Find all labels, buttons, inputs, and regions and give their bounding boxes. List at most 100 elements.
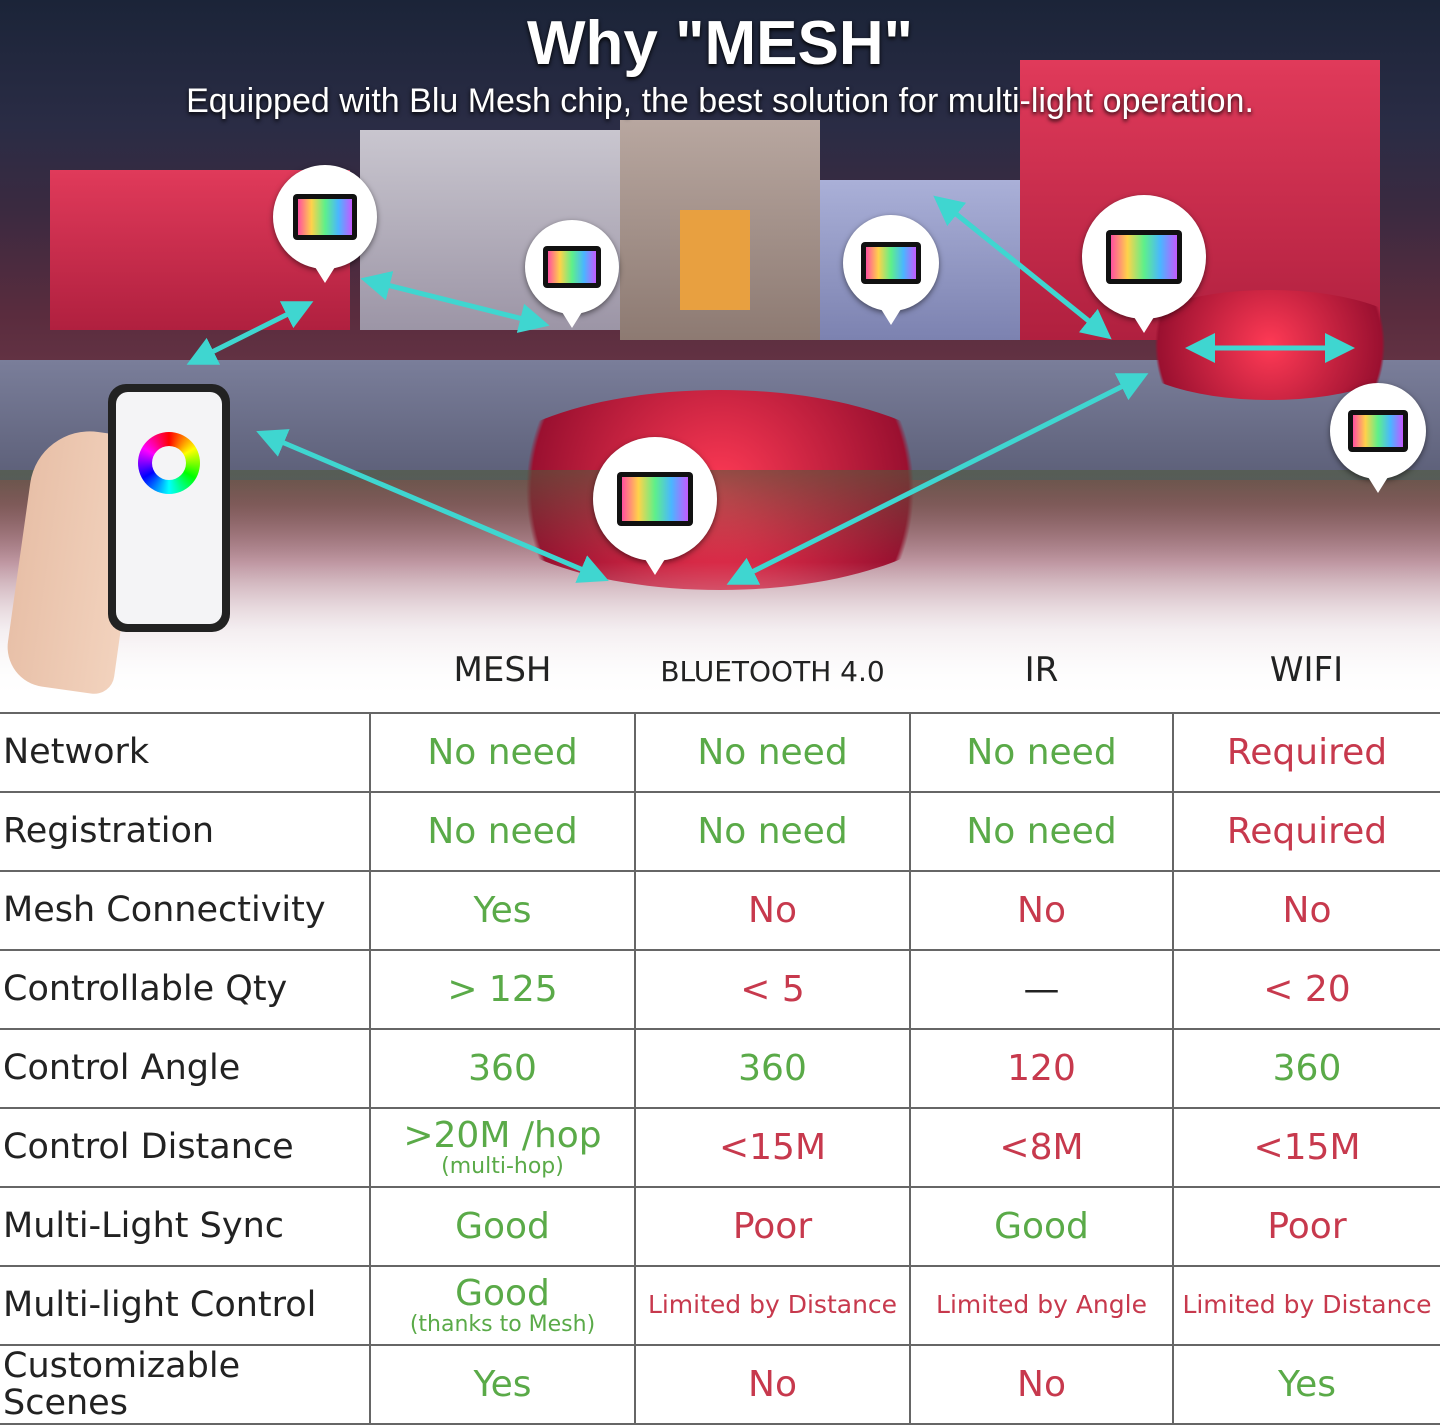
row-label: Registration [0,791,371,872]
cell-note: (thanks to Mesh) [409,1311,596,1337]
table-cell: Poor [1172,1186,1440,1267]
column-header-bluetooth: BLUETOOTH 4.0 [660,655,885,688]
flood-light-bubble [1082,195,1206,333]
cell-value: No [1282,889,1332,931]
table-row: Mesh Connectivity Yes No No No [0,870,1440,951]
cell-value: No [1017,889,1066,931]
table-cell: No [634,1344,911,1425]
table-cell: No [909,870,1174,951]
table-cell: No need [369,712,636,793]
table-cell: No [909,1344,1174,1425]
table-cell: > 125 [369,949,636,1030]
cell-note: (multi-hop) [441,1153,564,1179]
row-label: Controllable Qty [0,949,371,1030]
front-door [680,210,750,310]
table-cell: Limited by Distance [1172,1265,1440,1346]
cell-value: Poor [732,1205,813,1247]
flood-light-bubble [525,220,619,328]
row-label: Multi-Light Sync [0,1186,371,1267]
table-row: Control Distance >20M /hop (multi-hop) <15M… [0,1107,1440,1188]
cell-value: 120 [1007,1047,1076,1089]
row-label: Customizable Scenes [0,1344,371,1425]
cell-value: No need [427,810,578,852]
page-title: Why "MESH" [526,9,914,78]
table-row: Control Angle 360 360 120 360 [0,1028,1440,1109]
table-cell: Limited by Angle [909,1265,1174,1346]
row-label: Multi-light Control [0,1265,371,1346]
cell-value: 360 [1272,1047,1342,1089]
flood-light-bubble [593,437,717,575]
table-cell: < 5 [634,949,911,1030]
table-cell: No need [369,791,636,872]
mesh-arrows [186,195,1355,585]
table-cell: Poor [634,1186,911,1267]
cell-value: 360 [468,1047,537,1089]
table-cell: No need [909,791,1174,872]
page-subtitle: Equipped with Blu Mesh chip, the best so… [186,82,1254,120]
table-cell: Good [909,1186,1174,1267]
table-cell: 360 [634,1028,911,1109]
table-cell: Yes [369,1344,636,1425]
row-label: Control Distance [0,1107,371,1188]
table-row: Controllable Qty > 125 < 5 — < 20 [0,949,1440,1030]
table-cell: No [634,870,911,951]
table-cell: <15M [1172,1107,1440,1188]
table-cell: No need [634,712,911,793]
cell-value: No [748,1363,797,1405]
cell-value: > 125 [447,968,558,1010]
table-cell: Yes [369,870,636,951]
table-cell: <15M [634,1107,911,1188]
cell-value: Yes [1277,1363,1337,1405]
table-cell: Good (thanks to Mesh) [369,1265,636,1346]
cell-value: Good [994,1205,1089,1247]
table-row: Multi-Light Sync Good Poor Good Poor [0,1186,1440,1267]
table-cell: 360 [369,1028,636,1109]
column-header-ir: IR [1024,650,1059,690]
cell-value: Required [1226,731,1388,773]
row-label: Network [0,712,371,793]
cell-value: — [1023,968,1060,1010]
table-cell: Required [1172,712,1440,793]
table-cell: — [909,949,1174,1030]
lawn-fade [0,470,1440,700]
table-cell: Required [1172,791,1440,872]
table-cell: No need [909,712,1174,793]
table-row: Registration No need No need No need Require… [0,791,1440,872]
table-cell: <8M [909,1107,1174,1188]
flood-light-bubble [843,215,939,325]
table-cell: No need [634,791,911,872]
cell-value: Yes [473,1363,532,1405]
flood-light-bubble [273,165,377,283]
table-cell: Limited by Distance [634,1265,911,1346]
cell-value: Required [1226,810,1388,852]
table-row: Customizable Scenes Yes No No Yes [0,1344,1440,1425]
cell-value: Good [455,1205,550,1247]
cell-value: Limited by Angle [936,1290,1147,1320]
cell-value: <8M [999,1126,1084,1168]
cell-value: No need [966,731,1117,773]
row-label: Control Angle [0,1028,371,1109]
cell-value: No [1017,1363,1066,1405]
table-cell: Good [369,1186,636,1267]
cell-value: No need [966,810,1117,852]
cell-value: < 5 [740,968,805,1010]
cell-value: Yes [473,889,532,931]
flood-light-bubble [1330,383,1426,493]
cell-value: No need [697,731,848,773]
cell-value: < 20 [1263,968,1351,1010]
cell-value: Limited by Distance [647,1290,898,1320]
smartphone-app [108,384,230,632]
cell-value: Good [455,1273,550,1315]
table-cell: 360 [1172,1028,1440,1109]
row-label: Mesh Connectivity [0,870,371,951]
table-cell: < 20 [1172,949,1440,1030]
cell-value: >20M /hop [403,1115,602,1157]
cell-value: <15M [1253,1126,1361,1168]
table-cell: Yes [1172,1344,1440,1425]
column-header-mesh: MESH [453,650,552,690]
color-wheel-icon [138,432,200,494]
table-cell: >20M /hop (multi-hop) [369,1107,636,1188]
cell-value: <15M [718,1126,827,1168]
cell-value: No [748,889,797,931]
table-cell: 120 [909,1028,1174,1109]
